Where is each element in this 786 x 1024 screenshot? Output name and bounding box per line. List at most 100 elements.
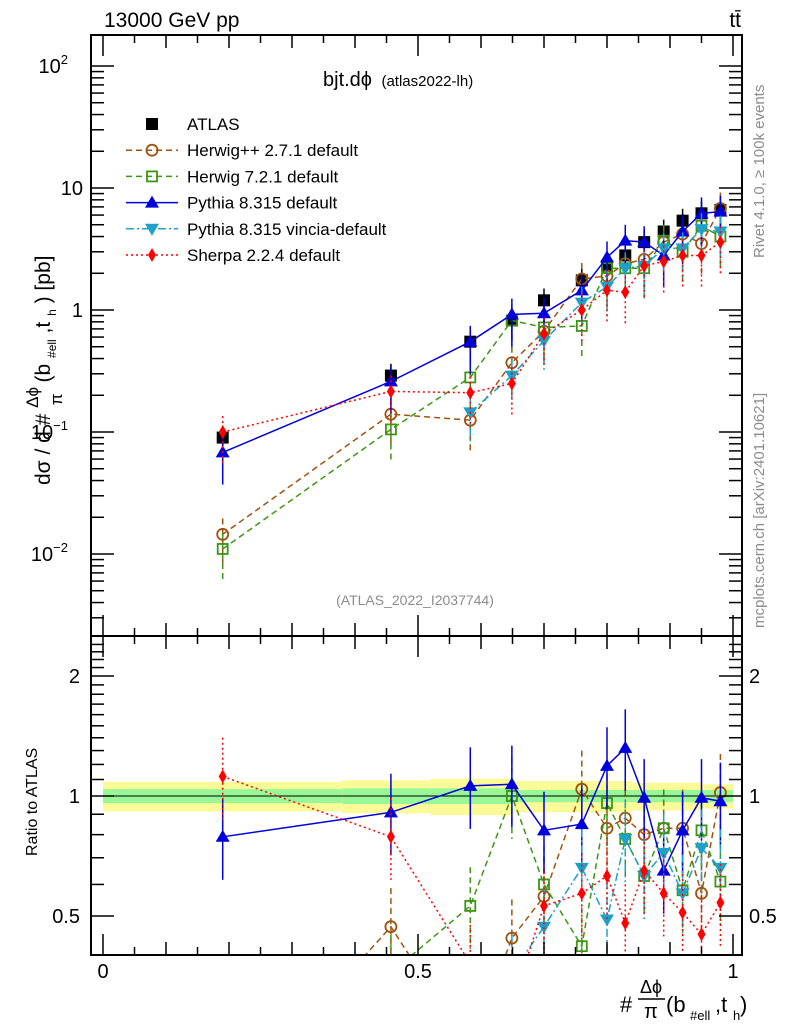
main-y-tick-label: 10−2 [31, 540, 68, 566]
plot-subtitle: (atlas2022-lh) [381, 73, 473, 90]
data-point [218, 425, 227, 439]
main-y-tick-label: 10−1 [31, 418, 68, 444]
y-label-sub2: h [45, 309, 59, 316]
legend-marker [146, 118, 158, 130]
x-tick-label: 0.5 [404, 961, 432, 983]
data-point [675, 224, 690, 237]
ratio-plot-frame [90, 635, 743, 956]
ratio-data-point [713, 862, 728, 875]
tick-exponent: 2 [61, 52, 68, 67]
ratio-data-point [618, 834, 633, 847]
x-label-frac-num: Δϕ [640, 977, 662, 997]
data-point [640, 258, 649, 273]
ratio-y-tick-label-right: 0.5 [749, 906, 777, 928]
ratio-data-point [504, 777, 519, 790]
ratio-data-point [659, 886, 668, 901]
data-point [618, 263, 633, 276]
ratio-data-point [640, 863, 649, 878]
ratio-data-point [215, 829, 230, 842]
main-plot-series [215, 192, 728, 582]
legend-label: Herwig++ 2.7.1 default [187, 141, 358, 160]
legend-marker [146, 170, 158, 183]
ratio-data-point [621, 916, 630, 931]
ratio-data-point [678, 905, 687, 920]
legend-label: ATLAS [187, 115, 240, 134]
y-label-suffix: ) [pb] [32, 256, 55, 304]
legend-label: Herwig 7.2.1 default [187, 167, 338, 186]
legend-entry: ATLAS [146, 115, 240, 134]
ratio-data-point [540, 898, 548, 913]
y-label-mid: (b [32, 364, 55, 383]
ratio-data-point [637, 790, 652, 803]
data-point [504, 307, 519, 320]
rivet-version-label: Rivet 4.1.0, ≥ 100k events [751, 85, 768, 258]
legend-marker [145, 195, 159, 208]
ratio-y-tick-label: 1 [69, 786, 80, 808]
ratio-data-point [577, 886, 586, 901]
ratio-data-point [386, 829, 395, 844]
legend-label: Sherpa 2.2.4 default [187, 246, 340, 265]
data-point [621, 285, 630, 300]
data-point [507, 376, 516, 391]
y-label-prefix: dσ / d # [32, 413, 55, 485]
x-label-comma: ,t [715, 992, 727, 1017]
plot-title-group: bjt.dϕ (atlas2022-lh) [323, 69, 473, 91]
tick-exponent: −1 [53, 418, 68, 433]
legend-label: Pythia 8.315 vincia-default [187, 220, 387, 239]
ratio-data-point [218, 769, 227, 784]
data-point [466, 385, 475, 400]
ratio-data-point [600, 914, 614, 927]
ratio-y-tick-label: 2 [69, 666, 80, 688]
ratio-data-point [384, 920, 398, 934]
y-label-sub1: #ell [45, 339, 59, 358]
mcplots-label: mcplots.cern.ch [arXiv:2401.10621] [751, 393, 768, 628]
x-label-args: (b [666, 992, 686, 1017]
ratio-data-point [714, 875, 727, 888]
data-point [216, 527, 230, 541]
main-y-tick-label: 102 [39, 52, 68, 78]
data-point [216, 543, 229, 555]
ratio-data-point [694, 790, 709, 803]
ratio-data-point [600, 821, 614, 835]
data-point [694, 224, 709, 237]
data-point [678, 248, 687, 263]
data-point [656, 243, 671, 256]
x-label-sub2: h [733, 1008, 740, 1023]
series-pythia-8-315-default [215, 195, 728, 485]
data-point [618, 233, 633, 246]
legend-marker [145, 223, 159, 236]
ratio-data-point [697, 927, 706, 942]
main-y-tick-label: 1 [72, 300, 83, 322]
tick-base: 10 [31, 422, 53, 444]
data-point [600, 250, 614, 263]
ratio-data-point [695, 886, 708, 900]
main-y-axis-label: dσ / d # Δϕ π (b #ell ,t h ) [pb] [20, 256, 67, 485]
ratio-data-point [694, 843, 709, 856]
tick-exponent: −2 [53, 540, 68, 555]
y-label-frac-den: π [47, 393, 66, 405]
legend-marker [145, 143, 159, 157]
tick-base: 10 [31, 544, 53, 566]
ratio-data-point [466, 957, 474, 971]
ratio-data-point [713, 794, 728, 807]
energy-label: 13000 GeV pp [104, 9, 239, 32]
data-point [537, 335, 551, 348]
plot-title: bjt.dϕ [323, 69, 372, 91]
ratio-data-point [716, 895, 725, 910]
data-point [697, 248, 706, 263]
ratio-data-point [383, 805, 398, 818]
data-point [463, 334, 478, 347]
ratio-data-point [537, 823, 551, 836]
ratio-data-point [600, 758, 614, 771]
data-point [383, 374, 398, 387]
ratio-y-axis-label: Ratio to ATLAS [24, 748, 41, 856]
ratio-plot-series [215, 709, 728, 971]
series-line [222, 224, 721, 550]
analysis-watermark: (ATLAS_2022_I2037744) [336, 592, 494, 608]
data-point [694, 206, 709, 219]
x-label-hash: # [620, 992, 633, 1017]
svg-text:dσ / d # Δϕ π: dσ / d # Δϕ π (b #ell ,t h ) [pb] [20, 256, 67, 485]
x-label-sub1: #ell [690, 1008, 710, 1023]
